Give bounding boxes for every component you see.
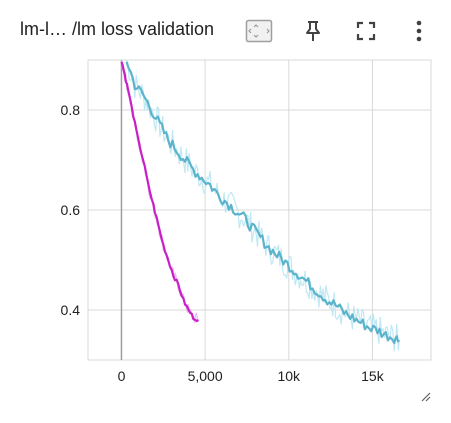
y-tick-label: 0.8 bbox=[61, 102, 81, 118]
fullscreen-button[interactable] bbox=[351, 16, 381, 46]
x-tick-label: 5,000 bbox=[188, 368, 223, 384]
x-tick-label: 15k bbox=[361, 368, 385, 384]
more-options-button[interactable] bbox=[404, 16, 434, 46]
pin-button[interactable] bbox=[298, 16, 328, 46]
fit-domain-button[interactable] bbox=[244, 16, 274, 46]
pin-icon bbox=[304, 20, 322, 42]
x-tick-label: 0 bbox=[118, 368, 126, 384]
more-vert-icon bbox=[415, 20, 423, 42]
card-title: lm-l… /lm loss validation bbox=[20, 19, 215, 39]
series-validation-line bbox=[125, 61, 401, 345]
series-other-line bbox=[120, 61, 200, 323]
resize-icon bbox=[421, 392, 431, 402]
series-validation-raw-line bbox=[126, 60, 400, 352]
card-header: lm-l… /lm loss validation bbox=[0, 0, 451, 60]
y-tick-label: 0.4 bbox=[61, 302, 81, 318]
x-tick-label: 10k bbox=[277, 368, 301, 384]
resize-handle[interactable] bbox=[419, 389, 431, 402]
y-tick-label: 0.6 bbox=[61, 202, 81, 218]
fullscreen-icon bbox=[356, 21, 376, 41]
series-other-raw-line bbox=[121, 60, 199, 324]
fit-domain-icon bbox=[245, 19, 273, 43]
